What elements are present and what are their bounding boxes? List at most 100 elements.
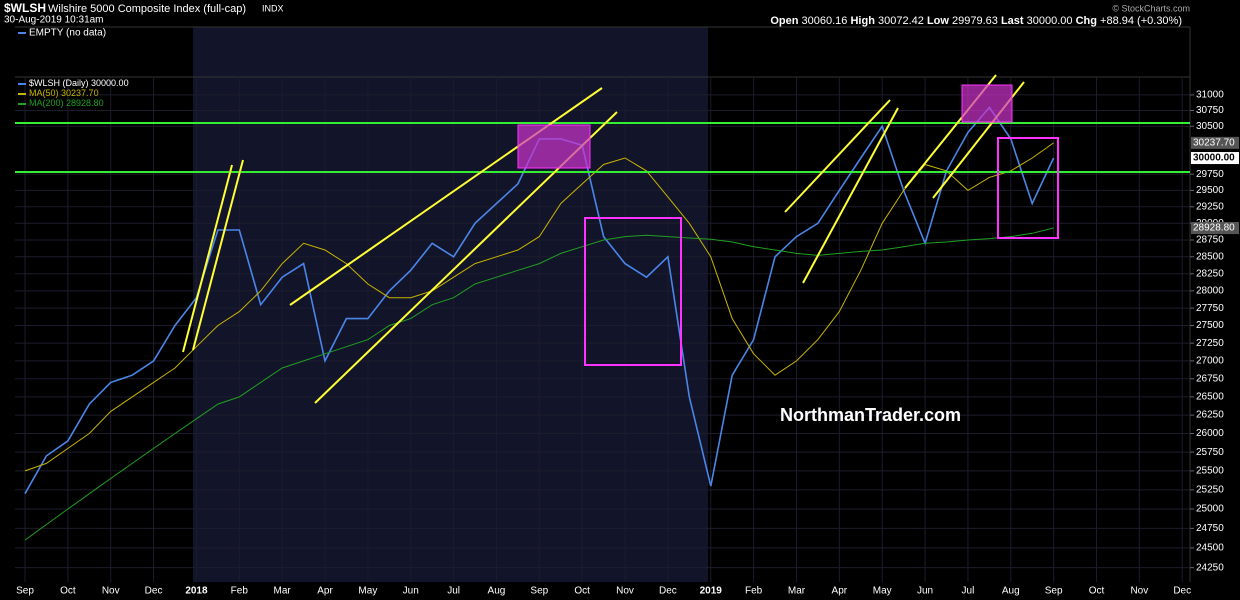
x-tick-label: Oct xyxy=(1089,586,1105,597)
quote-value: 30060.16 xyxy=(802,15,848,27)
quote-label: Open xyxy=(770,15,798,27)
x-tick-label: Dec xyxy=(659,586,677,597)
x-tick-label: Jul xyxy=(447,586,460,597)
legend-value: 30000.00 xyxy=(91,78,129,88)
annotations xyxy=(15,74,1190,404)
series-line xyxy=(24,227,1054,541)
y-tick-label: 31000 xyxy=(1196,90,1224,101)
symbol: $WLSH xyxy=(4,1,46,15)
x-tick-label: Sep xyxy=(16,586,34,597)
x-tick-label: Mar xyxy=(274,586,292,597)
y-tick-label: 29500 xyxy=(1196,185,1224,196)
quote: Open 30060.16 High 30072.42 Low 29979.63… xyxy=(770,15,1182,27)
x-tick-label: Jun xyxy=(917,586,933,597)
trend-line xyxy=(802,107,899,284)
trend-line xyxy=(289,87,603,306)
y-tick-label: 29250 xyxy=(1196,201,1224,212)
x-tick-label: Dec xyxy=(1173,586,1191,597)
highlight-box xyxy=(997,137,1059,239)
y-tick-label: 28000 xyxy=(1196,286,1224,297)
y-tick-label: 28750 xyxy=(1196,235,1224,246)
y-tick-label: 30500 xyxy=(1196,121,1224,132)
x-tick-label: Nov xyxy=(616,586,634,597)
quote-value: 29979.63 xyxy=(952,15,998,27)
y-tick-label: 28250 xyxy=(1196,268,1224,279)
highlight-box xyxy=(961,84,1013,123)
legend-name: MA(50) xyxy=(29,88,59,98)
x-tick-label: Dec xyxy=(145,586,163,597)
highlight-box xyxy=(517,124,591,169)
x-tick-label: Apr xyxy=(832,586,848,597)
value-tag xyxy=(1191,222,1239,235)
quote-label: Low xyxy=(927,15,949,27)
y-tick-label: 28500 xyxy=(1196,251,1224,262)
y-tick-label: 27250 xyxy=(1196,338,1224,349)
upper-panel-label: EMPTY (no data) xyxy=(29,28,106,39)
value-tag-label: 30237.70 xyxy=(1193,137,1235,148)
legend-entry: MA(50) 30237.70 xyxy=(29,88,99,98)
x-tick-label: May xyxy=(358,586,377,597)
y-tick-label: 24250 xyxy=(1196,562,1224,573)
x-tick-label: Apr xyxy=(317,586,333,597)
series-line xyxy=(24,142,1054,472)
copyright: © StockCharts.com xyxy=(1112,3,1190,13)
value-tag-label: 30000.00 xyxy=(1193,153,1235,164)
x-tick-label: Jul xyxy=(962,586,975,597)
y-tick-label: 24500 xyxy=(1196,543,1224,554)
x-tick-label: 2019 xyxy=(700,586,723,597)
x-tick-label: 2018 xyxy=(185,586,208,597)
trend-line xyxy=(182,164,233,353)
y-tick-label: 26250 xyxy=(1196,410,1224,421)
x-tick-label: Nov xyxy=(1130,586,1148,597)
x-tick-label: Mar xyxy=(788,586,806,597)
legend-value: 28928.80 xyxy=(66,98,104,108)
x-tick-label: Jun xyxy=(403,586,419,597)
y-tick-label: 29750 xyxy=(1196,169,1224,180)
x-tick-label: May xyxy=(873,586,892,597)
legend-entry: $WLSH (Daily) 30000.00 xyxy=(29,78,129,88)
x-tick-label: Sep xyxy=(530,586,548,597)
date: 30-Aug-2019 10:31am xyxy=(4,15,104,26)
quote-value: +88.94 (+0.30%) xyxy=(1100,15,1182,27)
legend-name: MA(200) xyxy=(29,98,64,108)
watermark: NorthmanTrader.com xyxy=(780,405,961,425)
quote-label: Chg xyxy=(1076,15,1097,27)
legend-value: 30237.70 xyxy=(61,88,99,98)
legend-entry: MA(200) 28928.80 xyxy=(29,98,104,108)
x-tick-label: Feb xyxy=(745,586,763,597)
trend-line xyxy=(192,159,244,351)
y-tick-label: 24750 xyxy=(1196,523,1224,534)
y-tick-label: 25250 xyxy=(1196,485,1224,496)
y-tick-label: 26750 xyxy=(1196,373,1224,384)
quote-value: 30072.42 xyxy=(878,15,924,27)
value-tag xyxy=(1191,136,1239,149)
value-tag xyxy=(1191,152,1239,165)
x-tick-label: Oct xyxy=(574,586,590,597)
x-tick-label: Nov xyxy=(102,586,120,597)
y-tick-label: 25000 xyxy=(1196,504,1224,515)
quote-value: 30000.00 xyxy=(1027,15,1073,27)
trend-line xyxy=(784,99,891,213)
quote-label: High xyxy=(850,15,875,27)
x-tick-label: Oct xyxy=(60,586,76,597)
legend-name: $WLSH (Daily) xyxy=(29,78,89,88)
value-tag-label: 28928.80 xyxy=(1193,223,1235,234)
highlight-box xyxy=(584,217,682,366)
x-tick-label: Sep xyxy=(1045,586,1063,597)
y-tick-label: 27000 xyxy=(1196,356,1224,367)
subtitle: Wilshire 5000 Composite Index (full-cap) xyxy=(48,3,246,15)
y-tick-label: 30750 xyxy=(1196,105,1224,116)
x-tick-label: Aug xyxy=(488,586,506,597)
x-tick-label: Aug xyxy=(1002,586,1020,597)
y-tick-label: 27750 xyxy=(1196,303,1224,314)
quote-label: Last xyxy=(1001,15,1024,27)
y-tick-label: 27500 xyxy=(1196,320,1224,331)
y-tick-label: 25750 xyxy=(1196,447,1224,458)
plot-area xyxy=(15,77,1190,582)
y-tick-label: 26500 xyxy=(1196,391,1224,402)
x-tick-label: Feb xyxy=(231,586,249,597)
y-tick-label: 25500 xyxy=(1196,466,1224,477)
exchange: INDX xyxy=(262,3,284,13)
